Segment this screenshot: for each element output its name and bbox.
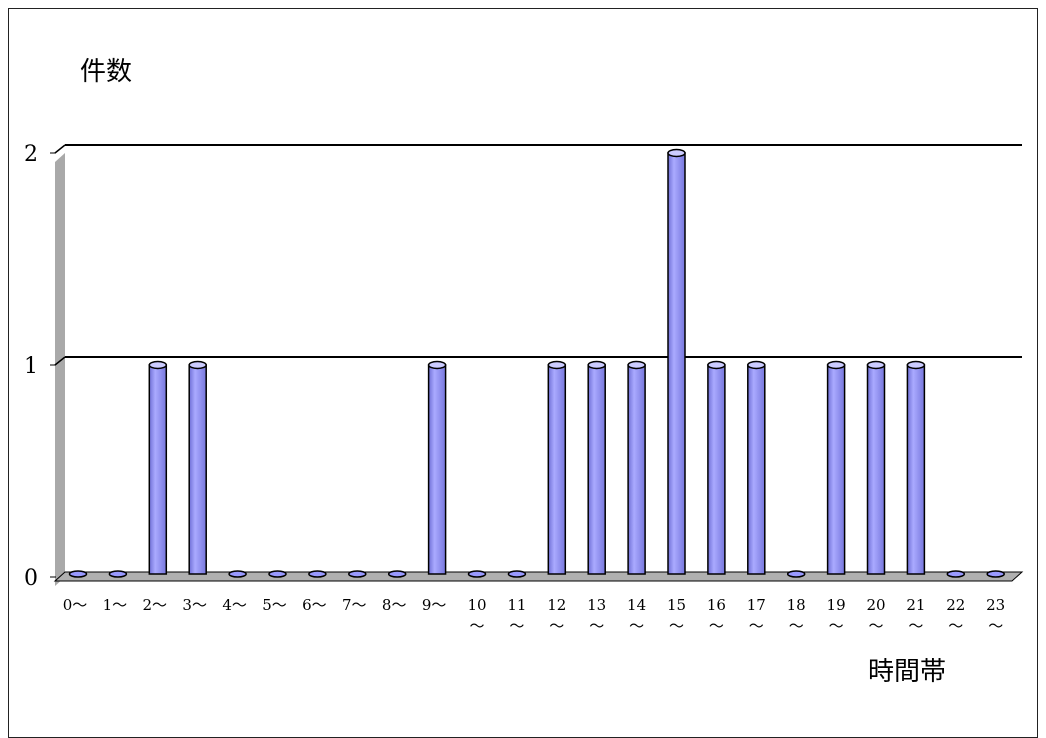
x-tick-label: 17 ～ xyxy=(747,596,766,635)
bar xyxy=(906,360,926,575)
bar xyxy=(268,570,287,578)
gridline-depth xyxy=(54,144,66,154)
y-tick-label: 1 xyxy=(24,354,38,379)
bar xyxy=(188,360,207,575)
x-tick-label: 12 ～ xyxy=(547,596,566,635)
x-tick-label: 22 ～ xyxy=(946,596,965,635)
x-tick-label: 7～ xyxy=(342,596,367,614)
y-tick-label: 2 xyxy=(24,142,38,167)
bar xyxy=(866,360,886,575)
x-tick-label: 0～ xyxy=(63,596,88,614)
bar xyxy=(68,570,88,578)
bar xyxy=(986,570,1005,578)
bar xyxy=(507,570,527,578)
bar xyxy=(108,570,128,578)
bars xyxy=(68,148,1005,578)
chart-frame xyxy=(8,8,1038,738)
x-tick-label: 5～ xyxy=(262,596,287,614)
x-tick-label: 18 ～ xyxy=(787,596,806,635)
bar xyxy=(547,360,567,575)
bar xyxy=(786,570,806,578)
bar xyxy=(946,570,966,578)
y-tick-label: 0 xyxy=(24,566,38,591)
bar xyxy=(826,360,846,575)
x-tick-label: 3～ xyxy=(182,596,207,614)
x-axis-title: 時間帯 xyxy=(868,657,946,687)
bar xyxy=(587,360,606,575)
bar xyxy=(747,360,766,575)
x-tick-label: 16 ～ xyxy=(707,596,726,635)
y-axis-title: 件数 xyxy=(80,57,132,87)
x-tick-label: 11 ～ xyxy=(507,596,526,635)
bar xyxy=(148,360,168,575)
x-tick-label: 23 ～ xyxy=(986,596,1005,635)
bar xyxy=(308,570,327,578)
x-tick-label: 19 ～ xyxy=(827,596,846,635)
x-tick-label: 13 ～ xyxy=(587,596,606,635)
x-tick-label: 20 ～ xyxy=(866,596,885,635)
x-tick-label: 4～ xyxy=(222,596,247,614)
x-tick-label: 2～ xyxy=(143,596,168,614)
bar xyxy=(348,570,367,578)
bar xyxy=(627,360,646,575)
gridline-depth xyxy=(54,356,66,366)
bar xyxy=(387,570,407,578)
gridlines xyxy=(50,144,1022,578)
bar xyxy=(707,360,726,575)
x-tick-label: 6～ xyxy=(302,596,327,614)
x-tick-label: 14 ～ xyxy=(627,596,646,635)
x-tick-label: 15 ～ xyxy=(667,596,686,635)
left-wall xyxy=(55,153,65,586)
x-tick-label: 9～ xyxy=(422,596,447,614)
chart-base xyxy=(53,153,1024,586)
bar xyxy=(228,570,247,578)
x-tick-label: 1～ xyxy=(103,596,128,614)
x-tick-label: 8～ xyxy=(382,596,407,614)
floor xyxy=(53,571,1024,582)
x-tick-label: 21 ～ xyxy=(906,596,925,635)
x-tick-label: 10 ～ xyxy=(467,596,486,635)
bar xyxy=(667,148,686,575)
bar xyxy=(467,570,487,578)
bar xyxy=(427,360,447,575)
